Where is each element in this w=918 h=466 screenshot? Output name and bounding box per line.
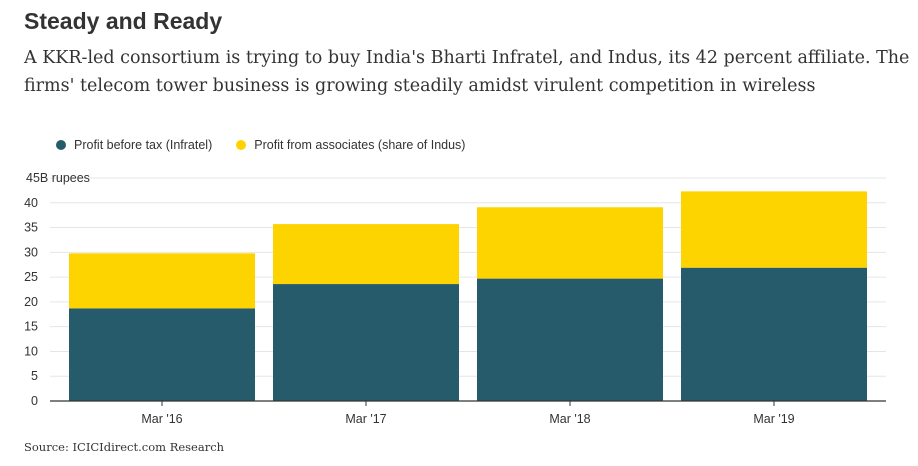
- x-tick-label: Mar '16: [141, 412, 182, 426]
- x-tick-label: Mar '17: [345, 412, 386, 426]
- y-tick-label: 25: [24, 270, 38, 284]
- source-note: Source: ICICIdirect.com Research: [24, 440, 225, 454]
- y-tick-label: 30: [24, 245, 38, 259]
- chart-legend: Profit before tax (Infratel) Profit from…: [56, 138, 465, 152]
- y-tick-label: 5: [31, 369, 38, 383]
- bar-infratel: [477, 278, 663, 401]
- y-tick-label: 45B rupees: [26, 171, 90, 185]
- bar-indus: [69, 253, 255, 309]
- y-tick-label: 0: [31, 394, 38, 408]
- chart-subtitle: A KKR-led consortium is trying to buy In…: [24, 48, 910, 96]
- bar-indus: [681, 191, 867, 268]
- x-tick-label: Mar '19: [753, 412, 794, 426]
- bar-infratel: [681, 267, 867, 401]
- bar-infratel: [273, 284, 459, 401]
- y-tick-label: 10: [24, 344, 38, 358]
- legend-label-infratel: Profit before tax (Infratel): [74, 138, 213, 152]
- y-tick-label: 15: [24, 320, 38, 334]
- chart-title: Steady and Ready: [24, 8, 223, 34]
- bar-indus: [477, 207, 663, 279]
- legend-label-indus: Profit from associates (share of Indus): [254, 138, 466, 152]
- bar-infratel: [69, 308, 255, 401]
- bar-indus: [273, 224, 459, 285]
- y-tick-label: 20: [24, 295, 38, 309]
- y-tick-label: 35: [24, 221, 38, 235]
- stacked-bar-chart: 0 5 10 15 20 25 30 35 40 45B rupees Mar '16 Mar '17…: [24, 171, 886, 426]
- legend-swatch-infratel: [56, 140, 66, 150]
- legend-item-infratel: Profit before tax (Infratel): [56, 138, 212, 152]
- legend-swatch-indus: [236, 140, 247, 150]
- legend-item-indus: Profit from associates (share of Indus): [236, 138, 465, 152]
- y-tick-label: 40: [24, 196, 38, 210]
- x-tick-label: Mar '18: [549, 412, 590, 426]
